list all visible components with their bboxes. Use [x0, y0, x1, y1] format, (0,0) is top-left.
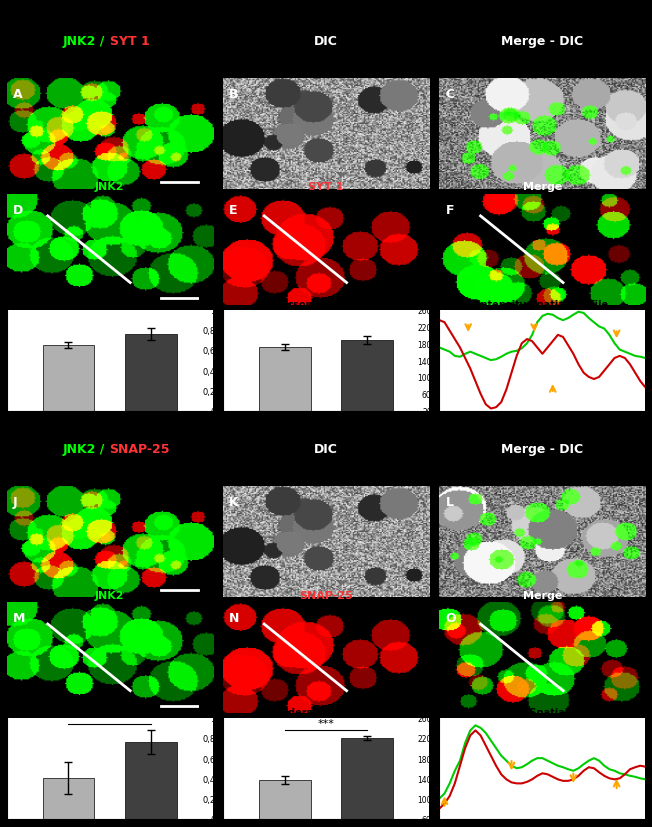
Text: Merge: Merge — [523, 590, 562, 600]
Bar — [259, 347, 310, 411]
Text: SYT 1: SYT 1 — [110, 35, 149, 47]
Text: D: D — [12, 203, 23, 217]
Bar — [342, 341, 393, 411]
Title: Pearson's Coefficient: Pearson's Coefficient — [268, 299, 384, 309]
Text: DIC: DIC — [314, 35, 338, 47]
Text: DIC: DIC — [314, 442, 338, 455]
Text: J: J — [12, 495, 18, 508]
Text: A: A — [12, 88, 22, 101]
Text: M: M — [12, 611, 25, 624]
Text: Merge - DIC: Merge - DIC — [501, 442, 584, 455]
Bar — [125, 742, 177, 827]
Bar — [342, 738, 393, 819]
Text: SYT 1: SYT 1 — [308, 182, 344, 192]
Text: ***: *** — [318, 718, 334, 728]
Title: Intensity Spatial Profile: Intensity Spatial Profile — [477, 299, 608, 309]
Title: Manders Coefficient A: Manders Coefficient A — [49, 707, 170, 717]
Text: SNAP-25: SNAP-25 — [299, 590, 353, 600]
Text: R: R — [198, 702, 207, 712]
Text: Merge: Merge — [523, 182, 562, 192]
Text: ***: *** — [101, 712, 118, 722]
Text: JNK2: JNK2 — [95, 590, 125, 600]
Title: Manders Coefficient B: Manders Coefficient B — [265, 707, 387, 717]
Text: S: S — [419, 702, 427, 712]
Text: JNK2: JNK2 — [95, 182, 125, 192]
Text: JNK2 /: JNK2 / — [63, 35, 110, 47]
Bar — [42, 346, 94, 411]
Text: SNAP-25: SNAP-25 — [110, 442, 170, 455]
Text: B: B — [229, 88, 239, 101]
Text: H: H — [198, 294, 207, 304]
Text: N: N — [229, 611, 239, 624]
Text: O: O — [445, 611, 456, 624]
Text: F: F — [445, 203, 454, 217]
Text: I: I — [419, 294, 422, 304]
Bar — [259, 781, 310, 819]
Text: K: K — [229, 495, 239, 508]
Title: % Colocalized Area: % Colocalized Area — [57, 299, 162, 309]
Text: C: C — [445, 88, 454, 101]
X-axis label: μm: μm — [433, 423, 446, 433]
Bar — [125, 334, 177, 411]
Text: L: L — [445, 495, 454, 508]
Title: Intensity Spatial Profile: Intensity Spatial Profile — [477, 707, 608, 717]
Text: JNK2 /: JNK2 / — [63, 442, 110, 455]
Text: E: E — [229, 203, 237, 217]
Bar — [42, 778, 94, 827]
Text: Merge - DIC: Merge - DIC — [501, 35, 584, 47]
